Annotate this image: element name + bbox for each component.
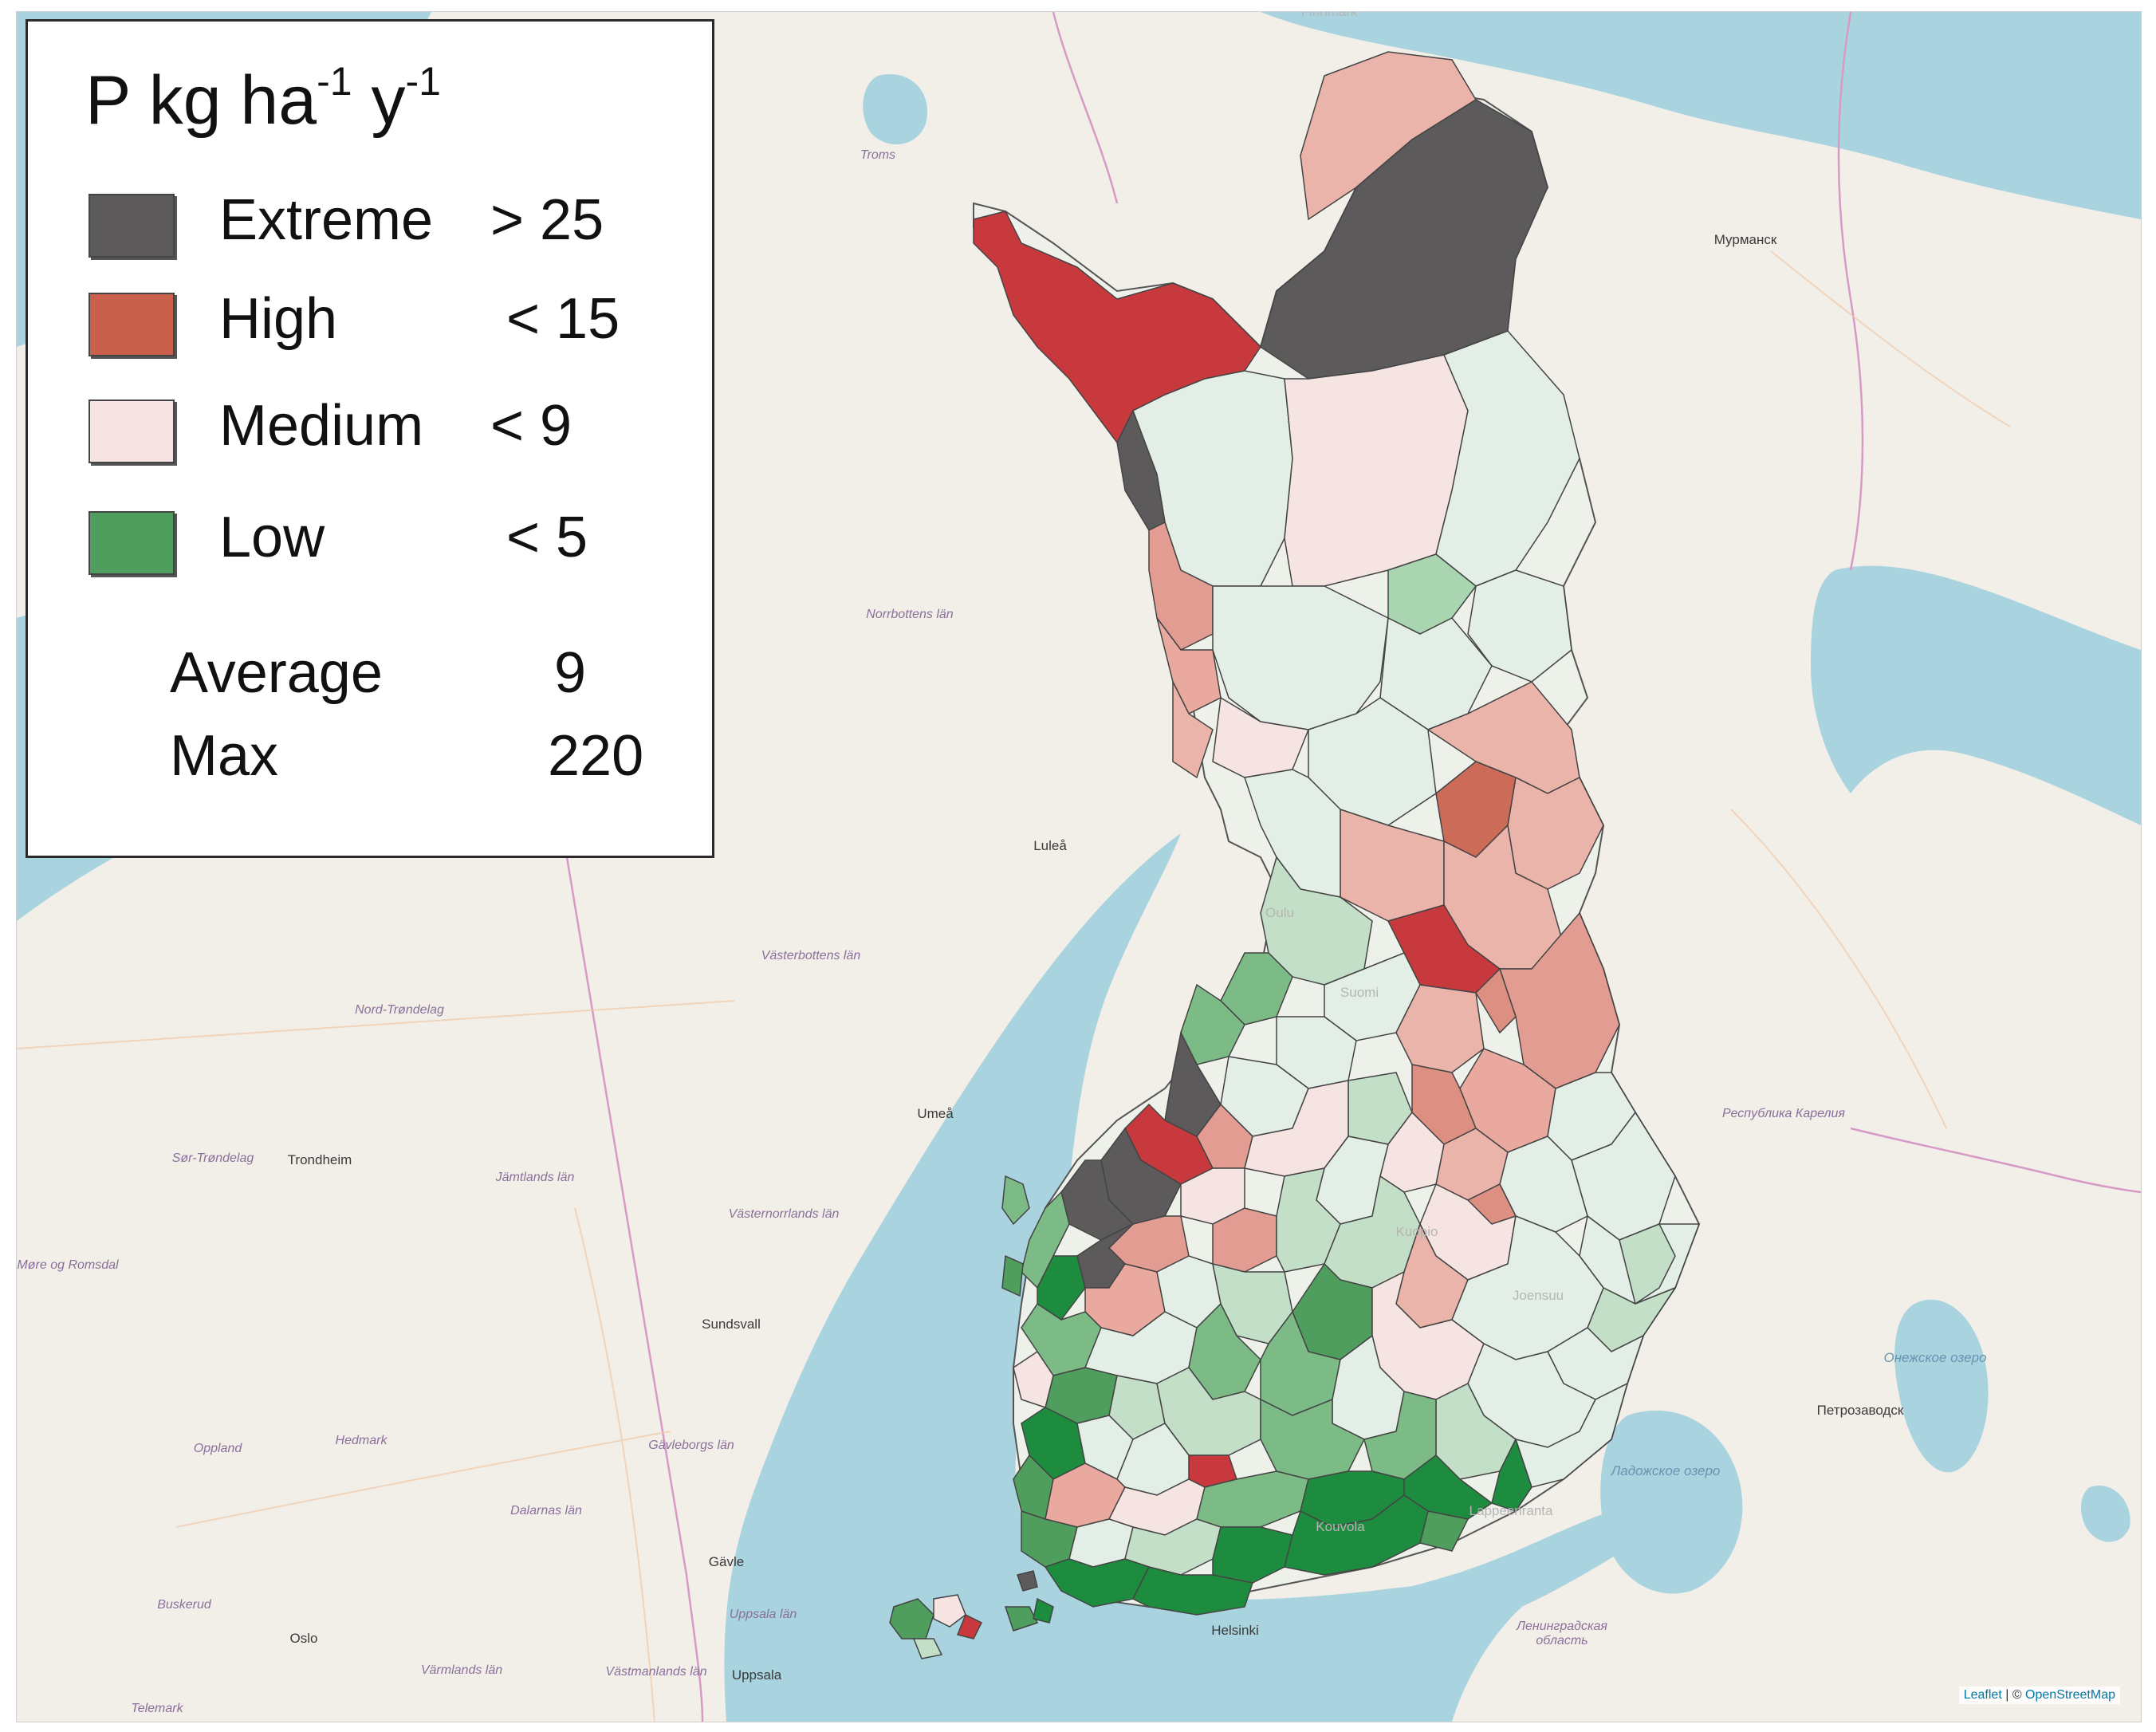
legend-title-unit: y [352, 62, 406, 139]
legend-item-low: Low < 5 [28, 503, 712, 591]
legend-label: Medium [219, 394, 424, 458]
place-label: Республика Карелия [1722, 1107, 1845, 1120]
place-label: Lappeenranta [1469, 1503, 1553, 1518]
region-coast-pink [1013, 1350, 1054, 1408]
legend-threshold: < 5 [506, 506, 588, 569]
legend-swatch [89, 400, 175, 463]
legend-swatch [89, 194, 175, 258]
region-aland-2 [933, 1594, 966, 1628]
place-label: Oppland [193, 1442, 242, 1455]
place-label: Møre og Romsdal [17, 1258, 119, 1272]
place-label: Trondheim [287, 1152, 352, 1167]
place-label: Västernorrlands län [728, 1207, 840, 1221]
place-label: Gävleborgs län [648, 1439, 734, 1452]
region-coast-green-1 [1001, 1254, 1024, 1297]
place-label: Västmanlands län [605, 1665, 707, 1679]
place-label: Joensuu [1512, 1288, 1564, 1303]
place-label: Luleå [1033, 838, 1067, 853]
place-label: Uppsala län [729, 1608, 797, 1621]
region-lohja [1212, 1526, 1293, 1584]
place-label: Hedmark [335, 1434, 388, 1447]
place-label: Kouvola [1316, 1519, 1365, 1534]
road-lines [17, 250, 2011, 1722]
region-salla [1467, 569, 1572, 683]
legend-threshold: < 15 [506, 287, 620, 351]
place-label: Kuopio [1395, 1224, 1438, 1239]
place-label: Oslo [289, 1631, 318, 1646]
region-aland-3 [912, 1638, 943, 1659]
map-view[interactable]: Finnmark Troms Мурманск Norrbottens län … [16, 11, 2142, 1722]
legend-swatch [89, 293, 175, 356]
place-label: Ладожское озеро [1611, 1463, 1721, 1478]
legend-title: P kg ha-1 y-1 [85, 59, 441, 140]
legend-item-high: High < 15 [28, 285, 712, 372]
region-archipelago-2 [1033, 1597, 1054, 1624]
legend-title-text: P kg ha [85, 62, 317, 139]
leaflet-link[interactable]: Leaflet [1963, 1688, 2002, 1702]
place-label: Norrbottens län [866, 608, 954, 621]
legend-threshold: < 9 [490, 394, 572, 458]
place-label: Västerbottens län [761, 949, 861, 962]
legend-label: Extreme [219, 188, 434, 252]
place-label: Sundsvall [702, 1317, 761, 1332]
region-porvoo [1419, 1510, 1469, 1552]
region-vaalimaa [1491, 1438, 1532, 1512]
place-label: Петрозаводск [1816, 1403, 1904, 1418]
place-label: Helsinki [1211, 1623, 1259, 1638]
stat-label: Max [170, 724, 279, 788]
municipality-regions[interactable] [889, 51, 1701, 1659]
region-keuruu [1212, 1262, 1293, 1344]
attribution-separator: | © [2001, 1688, 2026, 1702]
stat-value: 220 [548, 724, 644, 788]
region-hyrynsalmi [1475, 967, 1517, 1034]
region-ostrobothnia-islands [1001, 1175, 1030, 1226]
region-tornio [1172, 681, 1214, 779]
region-aland-4 [956, 1613, 983, 1639]
osm-link[interactable]: OpenStreetMap [2025, 1688, 2115, 1702]
region-archipelago-3 [1017, 1570, 1038, 1592]
place-label: Gävle [708, 1554, 745, 1569]
place-label: Uppsala [731, 1667, 782, 1683]
region-kuhmo [1498, 911, 1620, 1089]
region-archipelago-1 [1004, 1606, 1039, 1632]
place-label: Värmlands län [420, 1663, 503, 1677]
place-label: Buskerud [157, 1598, 211, 1612]
place-label: Ленинградская область [1517, 1620, 1607, 1647]
region-ilomantsi [1619, 1223, 1676, 1305]
map-legend: P kg ha-1 y-1 Extreme > 25 High < 15 Med… [26, 19, 714, 858]
legend-item-medium: Medium < 9 [28, 392, 712, 479]
legend-label: Low [219, 506, 325, 569]
place-label: Онежское озеро [1883, 1350, 1987, 1365]
legend-swatch [89, 511, 175, 575]
place-label: Troms [860, 148, 896, 162]
map-attribution: Leaflet | © OpenStreetMap [1958, 1687, 2120, 1704]
stat-value: 9 [554, 641, 587, 705]
place-label: Jämtlands län [495, 1171, 575, 1184]
legend-stat-average: Average 9 [28, 640, 712, 712]
place-label: Finnmark [1300, 11, 1358, 19]
place-label: Oulu [1265, 905, 1294, 920]
place-label: Suomi [1340, 985, 1379, 1000]
region-salo [1131, 1566, 1253, 1616]
stat-label: Average [170, 641, 383, 705]
legend-threshold: > 25 [490, 188, 604, 252]
legend-title-exponent: -1 [405, 59, 441, 104]
place-label: Telemark [131, 1702, 183, 1715]
legend-label: High [219, 287, 338, 351]
place-label: Мурманск [1713, 232, 1777, 247]
place-label: Umeå [917, 1106, 954, 1121]
legend-title-exponent: -1 [317, 59, 352, 104]
place-label: Nord-Trøndelag [355, 1003, 444, 1017]
legend-stat-max: Max 220 [28, 723, 712, 795]
legend-item-extreme: Extreme > 25 [28, 186, 712, 274]
place-label: Sør-Trøndelag [171, 1151, 254, 1165]
place-label: Dalarnas län [510, 1504, 582, 1517]
